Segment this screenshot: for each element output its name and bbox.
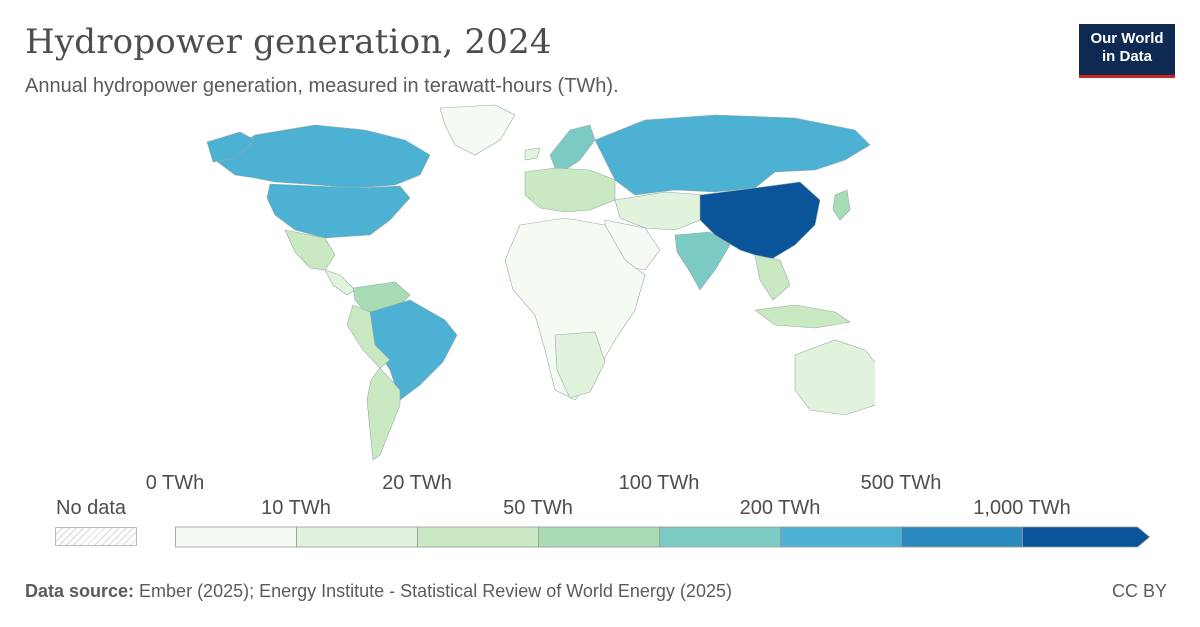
legend-color-scale [175, 526, 1150, 548]
legend-bin-0[interactable] [175, 526, 297, 548]
legend-bin-3[interactable] [538, 526, 660, 548]
owid-logo[interactable]: Our World in Data [1079, 24, 1175, 78]
map-japan[interactable] [832, 189, 851, 221]
legend-tick-50: 50 TWh [503, 497, 573, 519]
legend-bin-6[interactable] [901, 526, 1023, 548]
map-central-america[interactable] [324, 269, 356, 296]
map-southern-africa[interactable] [554, 331, 606, 399]
map-india[interactable] [674, 231, 731, 291]
map-usa[interactable] [266, 183, 411, 239]
chart-subtitle: Annual hydropower generation, measured i… [25, 75, 619, 97]
no-data-swatch[interactable] [55, 527, 137, 546]
legend-bin-7[interactable] [1022, 526, 1150, 548]
legend-bin-4[interactable] [659, 526, 781, 548]
map-indonesia[interactable] [754, 304, 851, 329]
data-source: Data source: Ember (2025); Energy Instit… [25, 581, 732, 602]
map-canada[interactable] [214, 124, 431, 189]
legend-tick-0: 0 TWh [145, 472, 205, 494]
map-peru-bolivia[interactable] [346, 304, 391, 369]
map-scandinavia[interactable] [549, 124, 596, 171]
legend-bin-2[interactable] [417, 526, 539, 548]
legend-bin-1[interactable] [296, 526, 418, 548]
map-alaska[interactable] [206, 131, 256, 163]
world-map[interactable] [195, 100, 875, 470]
logo-line-2: in Data [1101, 48, 1152, 65]
map-iceland-uk[interactable] [524, 147, 541, 161]
legend-tick-100: 100 TWh [618, 472, 700, 494]
map-australia[interactable] [794, 339, 875, 416]
no-data-label: No data [56, 497, 127, 519]
chart-title: Hydropower generation, 2024 [25, 22, 552, 62]
legend-bin-5[interactable] [780, 526, 902, 548]
map-europe[interactable] [524, 167, 616, 213]
logo-line-1: Our World [1090, 30, 1164, 47]
map-china[interactable] [699, 181, 821, 261]
data-source-label: Data source: [25, 581, 135, 601]
map-greenland[interactable] [439, 104, 516, 156]
legend-tick-1000: 1,000 TWh [973, 497, 1071, 519]
legend-tick-20: 20 TWh [382, 472, 452, 494]
map-se-asia[interactable] [754, 254, 791, 301]
license[interactable]: CC BY [1112, 581, 1168, 601]
legend-tick-200: 200 TWh [739, 497, 821, 519]
map-central-asia[interactable] [614, 191, 706, 231]
map-argentina-chile[interactable] [366, 367, 401, 461]
map-russia[interactable] [594, 114, 871, 196]
legend-tick-10: 10 TWh [261, 497, 331, 519]
legend-tick-500: 500 TWh [860, 472, 942, 494]
data-source-text[interactable]: Ember (2025); Energy Institute - Statist… [134, 581, 732, 601]
